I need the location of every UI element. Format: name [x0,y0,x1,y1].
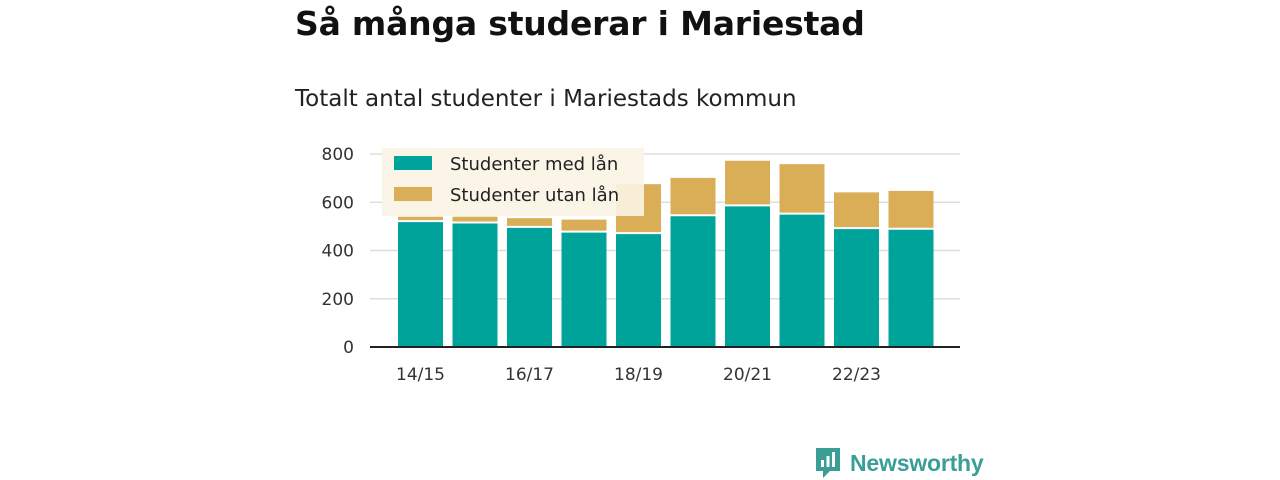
y-tick-label: 0 [343,338,354,358]
bar-with-loan [670,215,716,347]
legend-swatch-without-loan [394,187,432,201]
x-tick-label: 18/19 [614,365,663,385]
brand-name: Newsworthy [850,449,984,476]
newsworthy-logo: Newsworthy [814,446,984,480]
bar-with-loan [616,233,661,347]
y-tick-label: 200 [322,290,354,310]
x-tick-label: 22/23 [832,365,881,385]
bar-without-loan [507,218,552,227]
y-tick-label: 400 [322,242,354,262]
x-tick-label: 20/21 [723,365,772,385]
bar-with-loan [507,226,552,347]
legend-label: Studenter utan lån [450,185,619,206]
bar-with-loan [398,221,443,347]
legend-swatch-with-loan [394,156,432,170]
bar-without-loan [561,219,607,232]
bar-without-loan [670,177,716,216]
bar-with-loan [452,222,498,347]
bar-without-loan [725,160,770,206]
chart-subtitle: Totalt antal studenter i Mariestads komm… [295,86,797,112]
bar-without-loan [834,192,879,229]
bar-with-loan [888,228,934,347]
x-tick-label: 16/17 [505,365,554,385]
newsworthy-chart-icon [816,448,840,478]
legend-label: Studenter med lån [450,154,618,175]
x-tick-labels: 14/15 16/17 18/19 20/21 22/23 [396,365,881,385]
bar-with-loan [834,228,879,347]
y-tick-labels: 0 200 400 600 800 [322,145,354,358]
x-tick-label: 14/15 [396,365,445,385]
bar-with-loan [725,205,770,347]
legend: Studenter med lån Studenter utan lån [382,148,644,216]
bar-with-loan [561,231,607,347]
bar-without-loan [398,216,443,222]
bar-with-loan [779,213,825,347]
y-tick-label: 600 [322,193,354,213]
bar-without-loan [779,164,825,214]
y-tick-label: 800 [322,145,354,165]
page-title: Så många studerar i Mariestad [295,4,865,43]
bar-without-loan [888,190,934,229]
bar-without-loan [452,216,498,223]
bar-layer [398,160,934,347]
